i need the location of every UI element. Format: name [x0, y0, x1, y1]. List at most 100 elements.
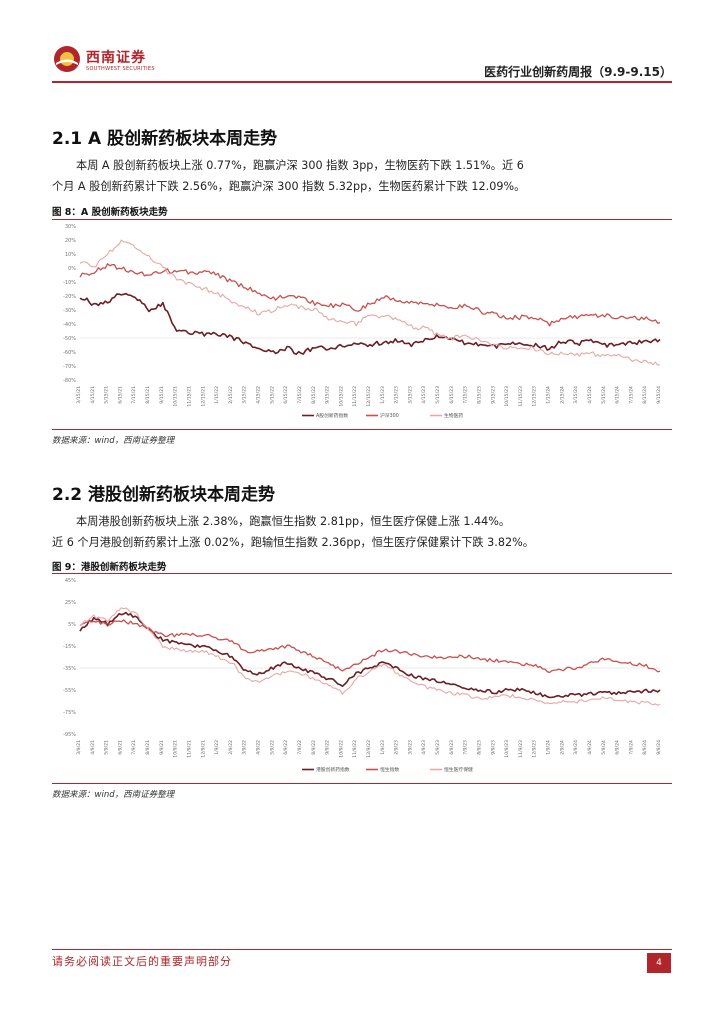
y-tick-label: 25%: [65, 600, 76, 606]
y-tick-label: -80%: [63, 378, 76, 384]
footer-disclaimer: 请务必阅读正文后的重要声明部分: [52, 955, 232, 968]
x-tick-label: 2/9/23: [394, 740, 400, 755]
x-tick-label: 6/9/22: [283, 740, 289, 755]
a-share-innovative-drug-chart: 30% 20% 10% 0% -10% -20% -30% -40% -50% -60% -70% -…: [63, 224, 662, 419]
x-tick-label: 3/15/21: [76, 386, 82, 404]
legend-label: A股创新药指数: [316, 412, 348, 419]
x-tick-label: 7/15/22: [297, 386, 303, 404]
y-tick-label: -15%: [63, 644, 76, 650]
figure-caption-9: 图 9：港股创新药板块走势: [52, 562, 167, 573]
x-tick-label: 4/15/22: [256, 386, 262, 404]
legend-label: 港股创新药指数: [316, 766, 350, 773]
figure-bottom-divider: [52, 783, 672, 784]
section-title-hk-share: 2.2 港股创新药板块本周走势: [52, 485, 276, 505]
figure-source-note: 数据来源：wind，西南证券整理: [52, 790, 175, 800]
y-tick-label: -75%: [63, 710, 76, 716]
y-tick-label: -35%: [63, 666, 76, 672]
x-tick-label: 11/9/21: [186, 740, 192, 758]
x-tick-label: 2/15/24: [559, 386, 565, 404]
x-tick-label: 6/15/22: [283, 386, 289, 404]
y-tick-label: -40%: [63, 322, 76, 328]
y-tick-label: -55%: [63, 688, 76, 694]
x-tick-label: 6/9/24: [615, 740, 621, 755]
x-tick-label: 9/9/22: [325, 740, 331, 755]
x-tick-label: 4/9/22: [256, 740, 262, 755]
x-tick-label: 3/9/24: [573, 740, 579, 755]
x-tick-label: 12/15/22: [366, 386, 372, 407]
x-tick-label: 4/15/23: [421, 386, 427, 404]
y-tick-label: 0%: [68, 266, 76, 272]
series-line-3: [79, 239, 661, 366]
series-line-1: [79, 611, 661, 699]
x-tick-label: 11/9/22: [352, 740, 358, 758]
series-line-1: [79, 292, 661, 355]
x-tick-label: 5/15/24: [601, 386, 607, 404]
y-tick-label: -30%: [63, 308, 76, 314]
x-tick-label: 12/9/21: [200, 740, 206, 758]
x-tick-label: 7/9/24: [628, 740, 634, 755]
x-tick-label: 12/15/23: [532, 386, 538, 407]
x-tick-label: 4/9/23: [421, 740, 427, 755]
footer-divider: [52, 949, 672, 950]
legend-label: 恒生指数: [380, 766, 399, 773]
x-tick-label: 3/15/24: [573, 386, 579, 404]
x-tick-label: 3/15/22: [242, 386, 248, 404]
x-tick-label: 9/15/21: [159, 386, 165, 404]
section-paragraph-a-share: 本周 A 股创新药板块上涨 0.77%，跑赢沪深 300 指数 3pp，生物医药…: [52, 155, 672, 197]
x-tick-label: 6/15/24: [615, 386, 621, 404]
x-tick-label: 3/9/21: [76, 740, 82, 755]
x-tick-label: 1/9/24: [546, 740, 552, 755]
figure-caption-8: 图 8：A 股创新药板块走势: [52, 207, 168, 218]
y-tick-label: -10%: [63, 280, 76, 286]
series-line-2: [79, 619, 661, 674]
x-tick-label: 7/15/24: [628, 386, 634, 404]
x-tick-label: 3/9/23: [407, 740, 413, 755]
x-tick-label: 6/9/23: [449, 740, 455, 755]
x-tick-label: 7/15/23: [463, 386, 469, 404]
x-tick-label: 1/9/23: [380, 740, 386, 755]
x-tick-label: 5/9/23: [435, 740, 441, 755]
x-tick-label: 8/9/23: [476, 740, 482, 755]
section-paragraph-hk-share: 本周港股创新药板块上涨 2.38%，跑赢恒生指数 2.81pp，恒生医疗保健上涨…: [52, 511, 672, 553]
x-tick-label: 3/9/22: [242, 740, 248, 755]
report-title: 医药行业创新药周报（9.9-9.15）: [484, 65, 672, 79]
paragraph-line: 本周 A 股创新药板块上涨 0.77%，跑赢沪深 300 指数 3pp，生物医药…: [76, 159, 524, 172]
x-tick-label: 2/15/23: [394, 386, 400, 404]
x-tick-label: 2/9/22: [228, 740, 234, 755]
x-tick-label: 2/9/24: [559, 740, 565, 755]
company-logo-icon: [54, 46, 80, 72]
y-tick-label: 5%: [68, 622, 76, 628]
section-title-a-share: 2.1 A 股创新药板块本周走势: [52, 129, 278, 149]
x-tick-label: 1/15/24: [546, 386, 552, 404]
x-tick-label: 1/15/22: [214, 386, 220, 404]
paragraph-line: 近 6 个月港股创新药累计上涨 0.02%，跑输恒生指数 2.36pp，恒生医疗…: [52, 536, 534, 549]
x-tick-label: 6/9/21: [117, 740, 123, 755]
x-tick-label: 4/15/21: [90, 386, 96, 404]
logo-chinese-name: 西南证券: [86, 50, 146, 66]
x-tick-label: 9/15/22: [325, 386, 331, 404]
x-tick-label: 5/15/21: [104, 386, 110, 404]
legend-label: 沪深300: [380, 412, 399, 419]
x-tick-label: 1/9/22: [214, 740, 220, 755]
x-tick-label: 5/15/22: [269, 386, 275, 404]
x-tick-label: 4/9/21: [90, 740, 96, 755]
page-number: 4: [647, 953, 671, 973]
x-tick-label: 10/15/22: [338, 386, 344, 407]
x-tick-label: 7/9/22: [297, 740, 303, 755]
x-tick-label: 8/15/24: [642, 386, 648, 404]
x-tick-label: 2/15/22: [228, 386, 234, 404]
x-tick-label: 10/9/22: [338, 740, 344, 758]
x-tick-label: 12/15/21: [200, 386, 206, 407]
x-tick-label: 12/9/22: [366, 740, 372, 758]
figure-caption-divider: [52, 573, 672, 574]
x-tick-label: 6/15/21: [117, 386, 123, 404]
x-tick-label: 3/15/23: [407, 386, 413, 404]
x-tick-label: 7/15/21: [131, 386, 137, 404]
x-tick-label: 11/9/23: [518, 740, 524, 758]
x-tick-label: 8/15/23: [476, 386, 482, 404]
y-tick-label: -50%: [63, 336, 76, 342]
x-tick-label: 8/9/22: [311, 740, 317, 755]
paragraph-line: 个月 A 股创新药累计下跌 2.56%，跑赢沪深 300 指数 5.32pp，生…: [52, 180, 526, 193]
x-tick-label: 10/9/23: [504, 740, 510, 758]
hk-share-innovative-drug-chart: 45% 25% 5% -15% -35% -55% -75% -95%3/9/21 4/9/21…: [63, 578, 662, 773]
